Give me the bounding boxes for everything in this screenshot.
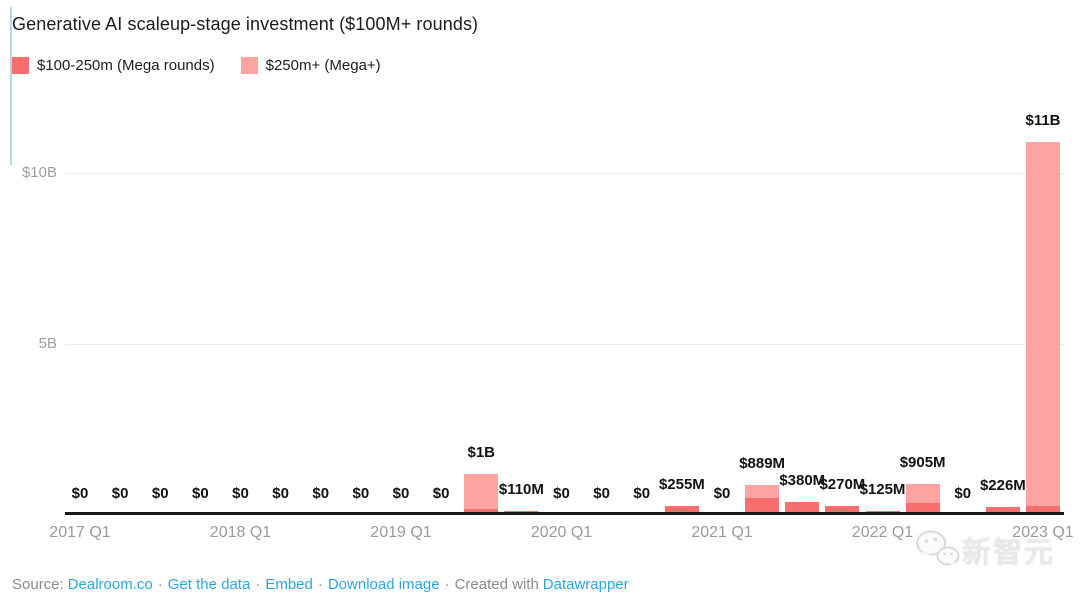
bar-value-label: $110M	[498, 481, 544, 499]
link-get-the-data[interactable]: Get the data	[167, 576, 251, 593]
bar-value-label: $0	[71, 485, 89, 502]
bar-value-label: $125M	[859, 480, 906, 498]
bar-segment-megaplus	[905, 484, 940, 504]
legend-swatch-mega-plus	[240, 57, 258, 74]
x-axis-tick-label: 2018 Q1	[209, 524, 272, 541]
created-with-label: Created with	[454, 576, 539, 593]
bar-value-label: $0	[192, 485, 209, 502]
source-label: Source:	[12, 576, 64, 593]
bar-value-label: $0	[954, 485, 972, 502]
bar-value-label: $0	[352, 485, 370, 502]
bar-value-label: $0	[272, 485, 289, 502]
bar-value-label: $0	[232, 485, 249, 502]
bar-value-label: $1B	[467, 443, 496, 461]
y-axis-tick-label: 5B	[38, 335, 57, 352]
link-embed[interactable]: Embed	[265, 576, 313, 593]
bar-value-label: $0	[713, 485, 731, 502]
bar-value-label: $0	[151, 485, 169, 502]
x-axis-tick-label: 2022 Q1	[851, 524, 914, 541]
link-datawrapper[interactable]: Datawrapper	[542, 576, 629, 593]
bar-segment-mega	[825, 505, 860, 515]
x-axis-baseline	[65, 512, 1064, 515]
legend-label-mega-plus: $250m+ (Mega+)	[265, 57, 381, 74]
footer: Source: Dealroom.co · Get the data · Embed · Do…	[12, 576, 629, 593]
legend-swatch-mega-rounds	[12, 57, 29, 74]
bar-value-label: $0	[633, 485, 651, 502]
footer-separator: ·	[255, 576, 261, 593]
y-axis-tick-label: $10B	[21, 164, 57, 181]
cursor-artifact-line	[10, 7, 12, 165]
bar-value-label: $255M	[658, 476, 705, 494]
bar-segment-mega	[745, 497, 780, 515]
bar-segment-mega	[905, 503, 940, 515]
footer-separator: ·	[444, 576, 450, 593]
footer-separator: ·	[317, 576, 323, 593]
x-axis-tick-label: 2021 Q1	[691, 524, 753, 541]
bar-value-label: $0	[312, 485, 330, 502]
bar-segment-mega	[785, 502, 820, 515]
bar-value-label: $0	[392, 485, 410, 502]
gridline-5B	[65, 343, 1064, 345]
bar-value-label: $905M	[899, 454, 946, 472]
bar-value-label: $889M	[739, 454, 786, 472]
bar-value-label: $226M	[979, 477, 1026, 495]
legend-item-mega-rounds: $100-250m (Mega rounds)	[12, 57, 215, 74]
x-axis-tick-label: 2017 Q1	[49, 524, 111, 541]
legend: $100-250m (Mega rounds) $250m+ (Mega+)	[12, 57, 381, 74]
bar-segment-megaplus	[464, 473, 499, 510]
bar-segment-mega	[1026, 506, 1060, 515]
x-axis-tick-label: 2020 Q1	[530, 524, 593, 541]
legend-item-mega-plus: $250m+ (Mega+)	[240, 57, 381, 74]
bar-segment-mega	[985, 507, 1020, 515]
x-axis-tick-label: 2019 Q1	[370, 524, 432, 541]
bar-value-label: $0	[553, 485, 570, 502]
bar-segment-mega	[664, 506, 699, 515]
bar-value-label: $0	[111, 485, 129, 502]
link-download-image[interactable]: Download image	[327, 576, 440, 593]
bar-value-label: $0	[432, 485, 450, 502]
x-axis-tick-label: 2023 Q1	[1012, 524, 1074, 541]
bar-value-label: $0	[593, 485, 610, 502]
bar-segment-megaplus	[1026, 142, 1060, 507]
gridline-$10B	[65, 172, 1064, 174]
chart-title: Generative AI scaleup-stage investment (…	[12, 14, 479, 34]
bar-value-label: $11B	[1025, 112, 1061, 130]
link-dealroom[interactable]: Dealroom.co	[67, 576, 153, 593]
bar-value-label: $270M	[819, 475, 866, 493]
legend-label-mega-rounds: $100-250m (Mega rounds)	[37, 57, 215, 74]
footer-separator: ·	[157, 576, 163, 593]
bar-value-label: $380M	[779, 472, 826, 490]
bar-segment-megaplus	[745, 484, 780, 498]
